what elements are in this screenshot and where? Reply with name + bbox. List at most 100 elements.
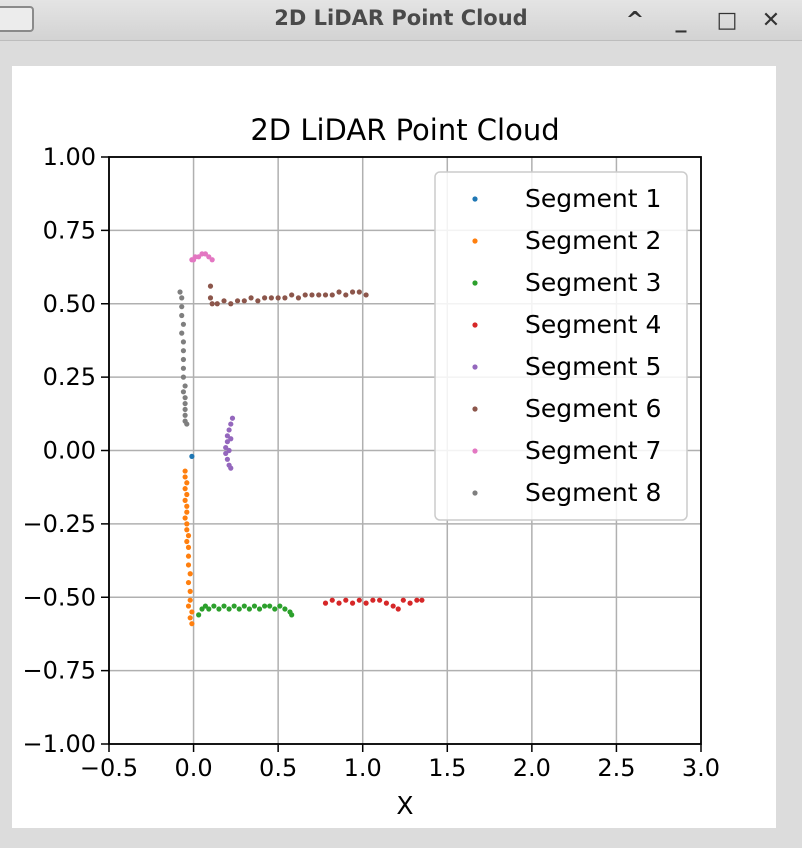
legend-label: Segment 6: [525, 394, 661, 423]
data-point-segment-2: [187, 588, 193, 594]
data-point-segment-2: [184, 503, 190, 509]
data-point-segment-5: [228, 421, 234, 427]
data-point-segment-2: [182, 474, 188, 480]
data-point-segment-6: [209, 301, 215, 307]
data-point-segment-8: [180, 389, 187, 395]
x-tick-label: 3.0: [682, 754, 720, 782]
data-point-segment-4: [349, 600, 356, 606]
y-tick-label: −0.25: [22, 510, 96, 538]
window-menu-button[interactable]: [0, 6, 34, 32]
data-point-segment-5: [224, 433, 230, 439]
data-point-segment-8: [180, 365, 187, 371]
x-tick-label: 2.0: [513, 754, 551, 782]
data-point-segment-2: [184, 527, 190, 533]
data-point-segment-7: [190, 257, 197, 263]
data-point-segment-5: [229, 415, 236, 421]
x-tick-label: 2.5: [597, 754, 635, 782]
axes-frame: [108, 156, 702, 745]
data-point-segment-2: [184, 480, 190, 486]
data-point-segment-3: [272, 606, 278, 612]
legend-label: Segment 2: [525, 226, 661, 255]
data-point-segment-6: [309, 292, 315, 298]
shade-button[interactable]: ^: [625, 7, 645, 33]
y-tick-label: −0.75: [22, 657, 96, 685]
data-point-segment-4: [390, 603, 396, 609]
x-tick-label: 0.0: [174, 754, 212, 782]
data-point-segment-4: [377, 597, 383, 603]
data-point-segment-4: [400, 597, 406, 603]
data-point-segment-6: [241, 298, 247, 304]
data-point-segment-4: [322, 600, 329, 606]
legend-marker: [472, 238, 478, 244]
data-point-segment-7: [209, 257, 215, 263]
data-point-segment-2: [184, 509, 190, 515]
x-tick-label: 0.5: [259, 754, 297, 782]
data-point-segment-8: [182, 406, 188, 413]
data-point-segment-4: [370, 597, 376, 603]
data-point-segment-6: [302, 292, 308, 298]
data-point-segment-3: [277, 603, 283, 609]
data-point-segment-6: [282, 295, 288, 301]
data-point-segment-6: [363, 292, 369, 298]
data-point-segment-8: [182, 412, 188, 418]
data-point-segment-4: [407, 600, 413, 606]
title-bar[interactable]: 2D LiDAR Point Cloud ^ _ □ ✕: [0, 0, 802, 41]
data-point-segment-8: [182, 400, 188, 407]
y-tick-label: 0.50: [43, 290, 96, 318]
data-point-segment-3: [226, 606, 232, 612]
data-point-segment-4: [336, 600, 342, 606]
legend-marker: [472, 322, 478, 328]
data-point-segment-2: [189, 609, 195, 615]
data-point-segment-4: [414, 597, 420, 603]
minimize-button[interactable]: _: [675, 7, 687, 33]
data-point-segment-2: [185, 533, 192, 539]
data-point-segment-8: [180, 321, 187, 327]
data-point-segment-5: [226, 427, 232, 433]
data-point-segment-7: [202, 251, 209, 257]
legend-marker: [472, 448, 478, 454]
window-title: 2D LiDAR Point Cloud: [274, 6, 528, 30]
data-point-segment-5: [228, 465, 234, 471]
data-point-segment-7: [206, 254, 212, 260]
data-point-segment-2: [182, 468, 188, 474]
data-point-segment-6: [268, 295, 274, 301]
data-point-segment-3: [231, 603, 237, 609]
data-point-segment-8: [182, 383, 188, 389]
data-point-segment-6: [234, 298, 241, 304]
data-point-segment-3: [216, 606, 222, 612]
data-point-segment-3: [262, 603, 268, 609]
data-point-segment-4: [363, 600, 369, 606]
data-point-segment-3: [202, 603, 209, 609]
x-tick-label: 1.5: [428, 754, 466, 782]
data-point-segment-3: [267, 603, 273, 609]
data-point-segment-6: [214, 301, 220, 307]
data-point-segment-6: [207, 295, 214, 301]
data-point-segment-8: [179, 312, 185, 319]
data-point-segment-4: [419, 597, 425, 603]
data-point-segment-2: [185, 603, 192, 609]
data-point-segment-5: [226, 447, 232, 454]
maximize-button[interactable]: □: [716, 7, 738, 33]
data-point-segment-6: [275, 295, 281, 301]
close-button[interactable]: ✕: [761, 7, 781, 33]
chart-title: 2D LiDAR Point Cloud: [250, 113, 559, 147]
data-point-segment-3: [241, 603, 247, 609]
data-point-segment-5: [224, 439, 230, 445]
data-point-segment-6: [262, 295, 268, 301]
data-point-segment-2: [187, 615, 193, 621]
x-tick-label: 1.0: [344, 754, 382, 782]
data-point-segment-8: [180, 356, 187, 363]
data-point-segment-6: [322, 292, 329, 298]
data-point-segment-8: [184, 421, 190, 427]
legend-label: Segment 1: [525, 184, 661, 213]
legend-label: Segment 7: [525, 436, 661, 465]
data-point-segment-6: [295, 295, 302, 301]
data-point-segment-2: [184, 491, 190, 498]
data-point-segment-3: [282, 606, 288, 612]
data-point-segment-8: [177, 289, 183, 295]
data-point-segment-2: [185, 553, 192, 559]
data-point-segment-3: [199, 606, 205, 612]
data-point-segment-2: [182, 515, 188, 521]
data-point-segment-6: [329, 292, 335, 298]
